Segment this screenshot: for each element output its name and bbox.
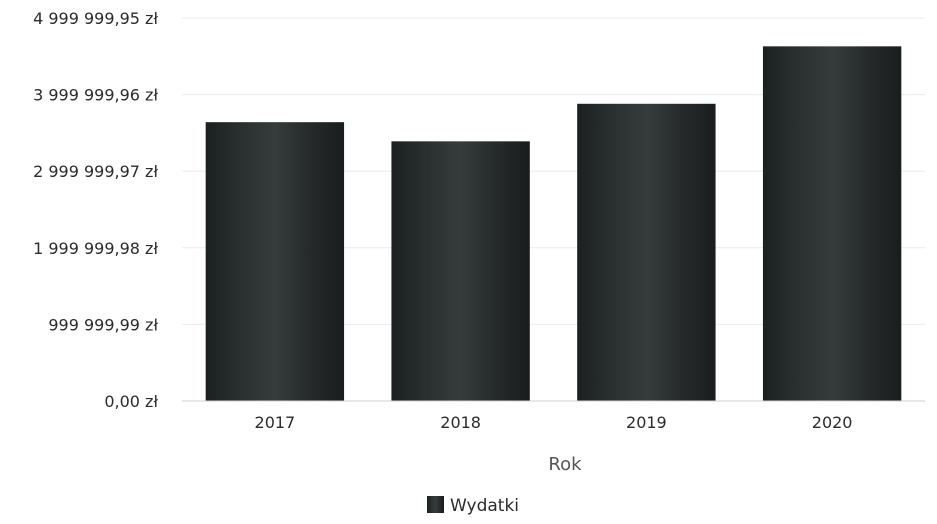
y-tick-label: 1 999 999,98 zł [33, 239, 158, 258]
legend-label-wydatki: Wydatki [450, 496, 519, 516]
y-tick-label: 2 999 999,97 zł [33, 162, 158, 181]
x-tick-label: 2020 [812, 413, 853, 432]
x-tick-label: 2019 [626, 413, 667, 432]
bar-2019 [577, 103, 716, 402]
x-tick-label: 2018 [440, 413, 481, 432]
legend: Wydatki [427, 496, 519, 516]
x-axis-title: Rok [548, 454, 582, 475]
x-axis: 2017 2018 2019 2020 [182, 400, 925, 432]
y-tick-label: 3 999 999,96 zł [33, 86, 158, 105]
y-tick-label: 4 999 999,95 zł [33, 9, 158, 28]
y-tick-label: 0,00 zł [104, 392, 158, 411]
y-tick-label: 999 999,99 zł [48, 315, 158, 334]
bar-series-wydatki [205, 46, 902, 402]
bar-2018 [391, 141, 530, 402]
bar-2020 [762, 46, 902, 402]
y-axis: 0,00 zł 999 999,99 zł 1 999 999,98 zł 2 999… [33, 9, 158, 411]
bar-2017 [205, 122, 345, 401]
x-tick-label: 2017 [255, 413, 296, 432]
legend-swatch-wydatki [427, 496, 444, 513]
